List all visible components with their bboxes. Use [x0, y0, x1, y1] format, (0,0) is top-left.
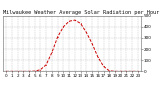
- Text: Milwaukee Weather Average Solar Radiation per Hour W/m2 (Last 24 Hours): Milwaukee Weather Average Solar Radiatio…: [3, 10, 160, 15]
